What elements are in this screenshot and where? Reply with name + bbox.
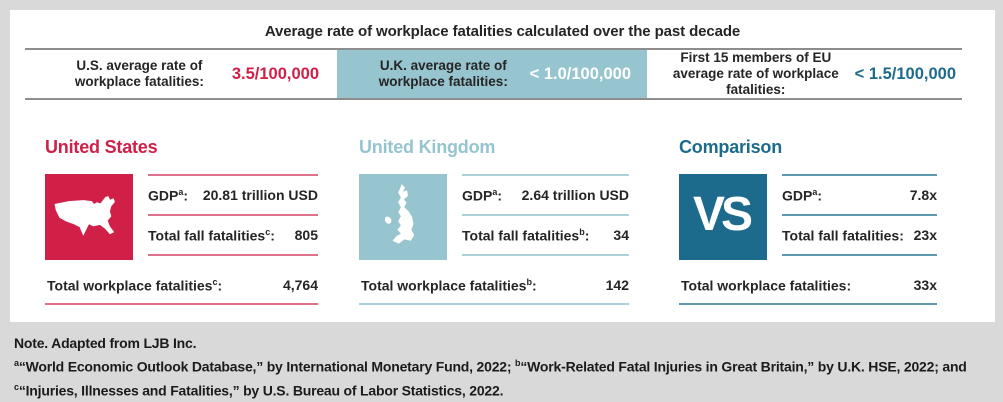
note-source-a-sup: a xyxy=(14,358,19,368)
us-rate-cell: U.S. average rate of workplace fatalitie… xyxy=(25,50,337,98)
country-cards: United States GDPa: 20.81 trillion USD T… xyxy=(45,137,995,305)
us-map-icon xyxy=(45,174,133,260)
us-card-title: United States xyxy=(45,137,158,157)
us-gdp-label: GDPa: xyxy=(148,186,189,204)
uk-rate-label: U.K. average rate of workplace fatalitie… xyxy=(378,58,508,89)
note-sources: a“World Economic Outlook Database,” by I… xyxy=(14,353,999,400)
comparison-fall-label: Total fall fatalities: xyxy=(782,227,904,244)
comparison-card-title: Comparison xyxy=(679,137,783,157)
eu-rate-value: < 1.5/100,000 xyxy=(854,64,956,83)
uk-gdp-value: 2.64 trillion USD xyxy=(521,187,629,203)
figure-note: Note. Adapted from LJB Inc. a“World Econ… xyxy=(14,333,999,400)
note-source-c-sup: c xyxy=(14,381,19,392)
us-workplace-label: Total workplace fatalitiesc: xyxy=(47,277,223,294)
uk-rate-label-wrap: U.K. average rate of workplace fatalitie… xyxy=(357,58,530,90)
uk-fall-value: 34 xyxy=(613,227,629,243)
uk-card-title: United Kingdom xyxy=(359,137,496,157)
us-fall-label: Total fall fatalitiesc: xyxy=(148,226,275,244)
uk-map-icon xyxy=(359,174,447,260)
eu-rate-label: First 15 members of EU average rate of w… xyxy=(672,50,839,97)
us-card: United States GDPa: 20.81 trillion USD T… xyxy=(45,137,318,305)
us-workplace-row: Total workplace fatalitiesc: 4,764 xyxy=(45,260,318,305)
uk-rate-cell: U.K. average rate of workplace fatalitie… xyxy=(337,50,647,98)
vs-icon: VS xyxy=(679,174,767,260)
vs-icon-text: VS xyxy=(692,188,753,241)
us-rate-label: U.S. average rate of workplace fatalitie… xyxy=(74,58,204,89)
note-source-b-text: “Work-Related Fatal Injuries in Great Br… xyxy=(520,358,967,375)
note-source-c-text: “Injuries, Illnesses and Fatalities,” by… xyxy=(18,382,504,399)
comparison-workplace-label: Total workplace fatalities: xyxy=(681,277,852,294)
comparison-gdp-row: GDPa: 7.8x xyxy=(782,176,937,216)
comparison-card-body: VS GDPa: 7.8x Total fall fatalities: 23x xyxy=(679,174,937,260)
note-source-b-sup: b xyxy=(515,358,521,368)
rate-banner: U.S. average rate of workplace fatalitie… xyxy=(25,48,962,100)
uk-workplace-label: Total workplace fatalitiesb: xyxy=(361,277,537,294)
comparison-gdp-value: 7.8x xyxy=(909,187,937,203)
us-fall-value: 805 xyxy=(294,227,318,243)
eu-rate-label-wrap: First 15 members of EU average rate of w… xyxy=(657,50,855,98)
uk-card-body: GDPa: 2.64 trillion USD Total fall fatal… xyxy=(359,174,629,260)
uk-fall-row: Total fall fatalitiesb: 34 xyxy=(462,216,629,256)
note-line1: Note. Adapted from LJB Inc. xyxy=(14,335,197,351)
comparison-card: Comparison VS GDPa: 7.8x Total fall fata… xyxy=(679,137,937,305)
us-workplace-value: 4,764 xyxy=(282,277,318,294)
us-card-body: GDPa: 20.81 trillion USD Total fall fata… xyxy=(45,174,318,260)
uk-gdp-label: GDPa: xyxy=(462,186,503,204)
figure-panel: Average rate of workplace fatalities cal… xyxy=(10,10,995,322)
uk-map-silhouette xyxy=(384,184,415,244)
us-rate-label-wrap: U.S. average rate of workplace fatalitie… xyxy=(47,58,232,90)
us-fall-row: Total fall fatalitiesc: 805 xyxy=(148,216,318,256)
comparison-workplace-row: Total workplace fatalities: 33x xyxy=(679,260,937,305)
uk-card: United Kingdom GDPa: 2.64 trillion USD T… xyxy=(359,137,629,305)
uk-rate-value: < 1.0/100,000 xyxy=(529,64,631,83)
uk-gdp-row: GDPa: 2.64 trillion USD xyxy=(462,176,629,216)
comparison-stats: GDPa: 7.8x Total fall fatalities: 23x xyxy=(782,174,937,260)
comparison-fall-row: Total fall fatalities: 23x xyxy=(782,216,937,256)
us-stats: GDPa: 20.81 trillion USD Total fall fata… xyxy=(148,174,318,260)
us-gdp-row: GDPa: 20.81 trillion USD xyxy=(148,176,318,216)
comparison-workplace-value: 33x xyxy=(913,277,937,294)
us-map-silhouette xyxy=(54,196,115,236)
us-rate-value: 3.5/100,000 xyxy=(231,64,319,83)
comparison-gdp-label: GDPa: xyxy=(782,186,823,204)
uk-workplace-value: 142 xyxy=(605,277,629,294)
eu-rate-cell: First 15 members of EU average rate of w… xyxy=(647,50,962,98)
uk-workplace-row: Total workplace fatalitiesb: 142 xyxy=(359,260,629,305)
us-gdp-value: 20.81 trillion USD xyxy=(202,187,318,203)
note-source-a-text: “World Economic Outlook Database,” by In… xyxy=(18,358,516,375)
uk-stats: GDPa: 2.64 trillion USD Total fall fatal… xyxy=(462,174,629,260)
figure-title: Average rate of workplace fatalities cal… xyxy=(264,23,741,40)
uk-fall-label: Total fall fatalitiesb: xyxy=(462,226,590,244)
comparison-fall-value: 23x xyxy=(913,227,937,243)
